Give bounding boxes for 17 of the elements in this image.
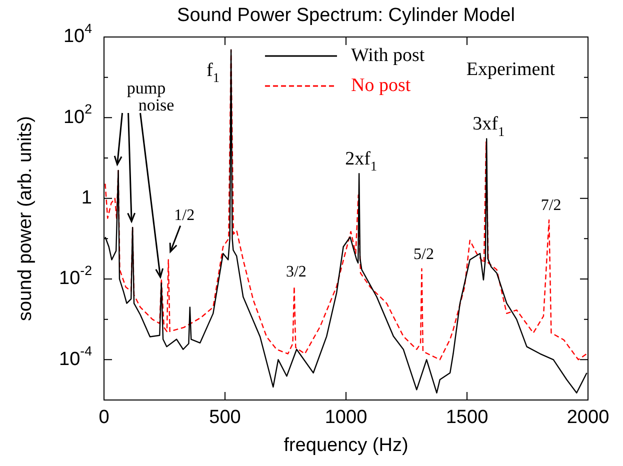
- annotation: pump noise: [126, 78, 174, 114]
- x-tick-label: 1000: [324, 407, 368, 428]
- annotation: 1/2: [174, 206, 195, 224]
- x-tick-label: 2000: [566, 407, 610, 428]
- annotation: Experiment: [466, 58, 556, 80]
- y-tick-label: 1: [81, 188, 92, 209]
- annotation: 7/2: [540, 197, 562, 214]
- x-tick-label: 0: [98, 407, 110, 428]
- x-axis-title: frequency (Hz): [284, 435, 408, 456]
- annotation: 5/2: [414, 246, 434, 263]
- x-tick-label: 1500: [446, 407, 488, 428]
- x-tick-label: 500: [209, 407, 241, 428]
- annotation: 3/2: [286, 264, 306, 281]
- legend-label: No post: [351, 74, 412, 96]
- chart-title: Sound Power Spectrum: Cylinder Model: [177, 5, 515, 26]
- y-axis-title: sound power (arb. units): [15, 116, 36, 321]
- legend-label: With post: [351, 44, 426, 66]
